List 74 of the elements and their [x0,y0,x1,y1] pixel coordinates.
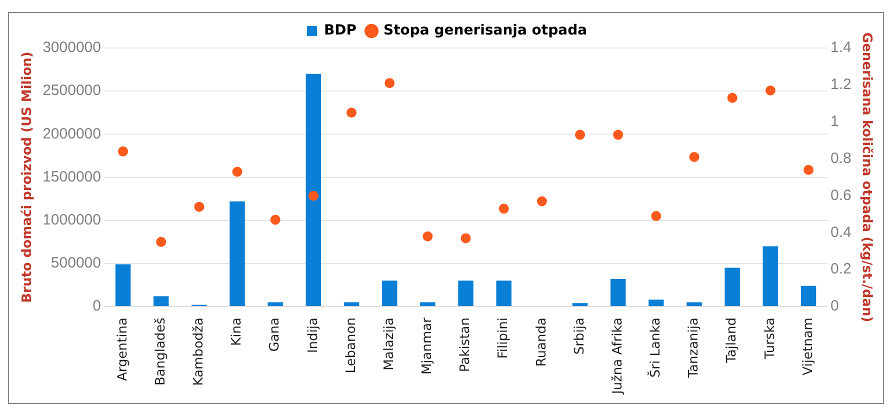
legend-label: Stopa generisanja otpada [384,22,588,39]
point [765,85,776,96]
point [308,190,318,201]
point [384,78,395,88]
point [422,231,433,242]
point [575,130,586,140]
x-tick-label: Bangladeš [153,317,168,386]
point [156,236,166,247]
x-tick-label: Šri Lanka [646,318,664,378]
x-tick-label: Kina [230,318,245,346]
bar [268,302,283,306]
y-tick-label: 1500000 [42,168,101,186]
y2-axis-title: Generisana količina otpada (kg/st./dan) [858,32,874,322]
bar [572,303,588,306]
y2-tick-label: 0.4 [830,224,852,241]
x-tick-label: Srbija [572,318,588,355]
y2-tick-label: 0.6 [830,186,852,204]
x-tick-label: Gana [268,318,283,352]
point [498,204,509,214]
legend-label: BDP [324,22,357,39]
y2-tick-label: 1.2 [830,76,852,94]
bar [306,74,322,306]
x-tick-label: Južna Afrika [610,318,626,396]
bar [724,268,740,306]
y-axis-title: Bruto domaći proizvod (US Milion) [20,52,36,303]
bar [686,302,702,306]
x-tick-label: Tajland [724,318,740,364]
y2-tick-label: 0.2 [830,260,852,278]
x-tick-label: Filipini [496,318,512,359]
y2-tick-label: 0 [830,298,839,315]
bar [610,278,626,306]
y-tick-label: 0 [92,298,101,315]
x-tick-label: Kambodža [192,318,207,386]
point [651,211,662,222]
y-tick-label: 500000 [50,254,101,272]
x-tick-label: Ruanda [534,318,550,367]
bar [496,280,512,306]
bar [230,201,245,306]
y-tick-label: 2000000 [42,125,101,142]
point [118,146,128,156]
bar [800,286,816,306]
bar [762,246,778,306]
x-tick-label: Indija [306,318,321,354]
x-tick-label: Vijetnam [800,318,816,376]
point [689,152,700,162]
y2-tick-label: 0.8 [830,150,852,167]
x-tick-label: Lebanon [344,318,359,374]
x-tick-label: Turska [762,318,778,360]
point [536,196,547,206]
point [460,233,471,244]
y-tick-label: 3000000 [42,39,101,56]
bar [115,264,131,306]
bar [382,280,398,306]
point [613,130,624,140]
x-tick-label: Argentina [115,318,130,381]
point [194,202,204,212]
y2-tick-label: 1 [830,113,839,130]
x-tick-label: Pakistan [458,318,474,372]
x-tick-label: Mjanmar [420,316,436,375]
point [804,164,814,175]
bar [458,280,474,306]
point [346,108,357,118]
point [232,166,242,177]
x-tick-label: Malazija [382,318,397,370]
bar [648,300,664,306]
point [727,92,738,103]
y2-tick-label: 1.4 [830,39,852,56]
x-tick-label: Tanzanija [686,318,702,379]
y-tick-label: 2500000 [42,82,101,100]
bar [154,296,169,306]
bar [344,302,360,306]
bar [420,302,436,306]
point [270,214,280,225]
y-tick-label: 1000000 [42,212,101,228]
